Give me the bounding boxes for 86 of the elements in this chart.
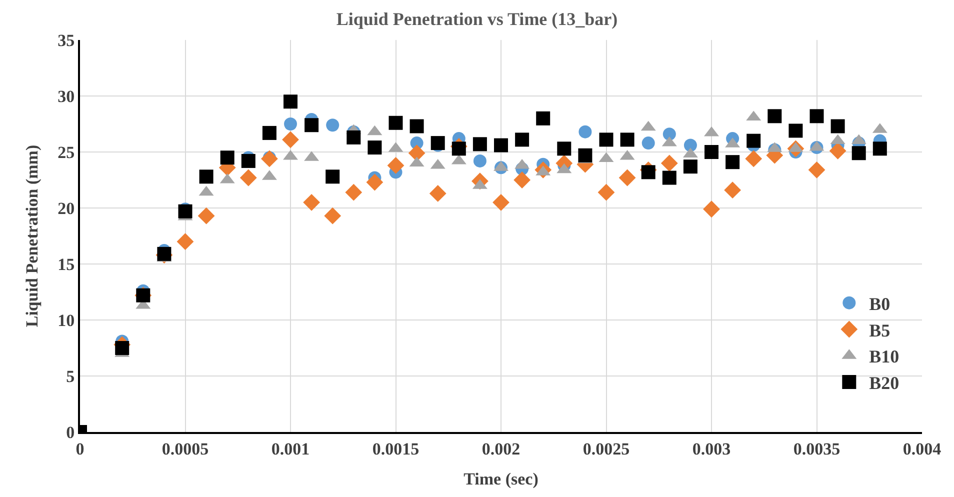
- point: [578, 125, 592, 138]
- point: [472, 137, 487, 152]
- point: [642, 136, 655, 150]
- x-tick-label: 0.002: [482, 439, 520, 458]
- point: [872, 142, 887, 156]
- point: [704, 145, 718, 159]
- legend-label: B20: [869, 373, 900, 394]
- y-tick-label: 20: [58, 198, 75, 218]
- x-tick-label: 0.0035: [793, 439, 840, 458]
- point: [240, 169, 257, 186]
- point: [494, 138, 508, 152]
- x-tick-label: 0.0005: [162, 439, 209, 458]
- y-axis-title: Liquid Penetration (mm): [22, 144, 42, 328]
- point: [368, 140, 382, 155]
- point: [326, 118, 340, 132]
- point: [557, 142, 572, 156]
- point: [473, 154, 486, 168]
- x-axis-title: Time (sec): [464, 469, 538, 488]
- point: [220, 150, 234, 165]
- x-tick-label: 0.001: [271, 439, 310, 458]
- point: [683, 160, 698, 174]
- point: [430, 136, 445, 150]
- x-tick-label: 0.0015: [372, 439, 420, 458]
- point: [324, 207, 342, 224]
- point: [618, 169, 636, 186]
- point: [684, 138, 697, 152]
- point: [388, 116, 403, 130]
- point: [788, 124, 803, 138]
- point: [262, 126, 276, 140]
- point: [345, 184, 362, 201]
- point: [387, 156, 404, 174]
- y-tick-label: 15: [58, 254, 75, 274]
- y-tick-label: 0: [66, 422, 75, 442]
- point: [852, 146, 866, 160]
- point: [746, 134, 761, 148]
- point: [745, 150, 762, 168]
- point: [599, 132, 614, 147]
- x-tick-label: 0.003: [692, 439, 731, 458]
- point: [284, 118, 297, 130]
- point: [830, 119, 845, 134]
- point: [452, 142, 466, 156]
- legend-label: B0: [869, 294, 890, 314]
- point: [620, 132, 634, 147]
- point: [703, 200, 720, 218]
- point: [724, 182, 741, 199]
- point: [326, 170, 340, 184]
- point: [366, 174, 384, 191]
- x-tick-label: 0.004: [902, 439, 942, 458]
- chart-title: Liquid Penetration vs Time (13_bar): [336, 9, 618, 30]
- point: [726, 155, 740, 170]
- y-tick-label: 35: [58, 30, 75, 50]
- point: [536, 111, 550, 126]
- point: [492, 194, 510, 211]
- point: [157, 246, 172, 261]
- point: [199, 170, 214, 184]
- point: [829, 142, 846, 160]
- point: [176, 233, 194, 250]
- point: [304, 118, 319, 132]
- point: [768, 109, 782, 124]
- point: [410, 119, 424, 134]
- point: [115, 341, 130, 355]
- point: [660, 154, 678, 172]
- y-tick-label: 30: [58, 86, 75, 106]
- point: [198, 207, 215, 224]
- point: [284, 94, 298, 109]
- point: [598, 184, 615, 201]
- point: [578, 148, 592, 162]
- point: [429, 184, 446, 202]
- x-tick-label: 0.0025: [582, 439, 630, 458]
- point: [514, 172, 530, 188]
- y-tick-label: 10: [58, 310, 75, 330]
- point: [662, 128, 676, 141]
- point: [178, 204, 192, 218]
- y-tick-label: 5: [66, 366, 75, 386]
- legend-label: B10: [869, 346, 900, 367]
- point: [515, 132, 530, 147]
- point: [241, 154, 256, 168]
- point: [641, 165, 656, 180]
- legend-label: B5: [869, 320, 890, 340]
- point: [810, 109, 824, 124]
- point: [303, 194, 320, 211]
- y-tick-label: 25: [58, 142, 75, 162]
- point: [346, 130, 361, 144]
- point: [808, 161, 826, 178]
- point: [662, 170, 676, 185]
- point: [282, 131, 299, 148]
